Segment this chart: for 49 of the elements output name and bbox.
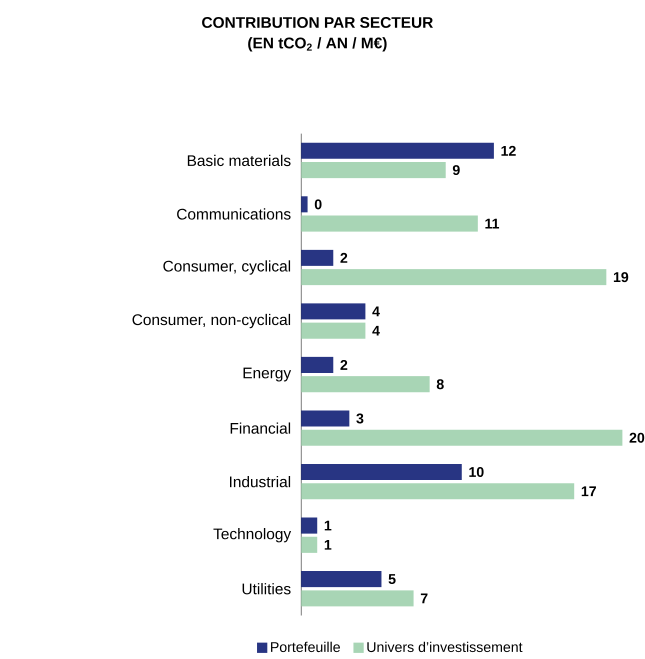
y-tick-label: Financial (230, 422, 290, 434)
data-label: 19 (614, 272, 628, 282)
bar (301, 303, 366, 320)
bar (301, 250, 334, 266)
data-label: 1 (324, 540, 332, 550)
y-tick-label: Communications (177, 208, 291, 220)
data-label: 4 (372, 326, 380, 336)
bar (301, 376, 430, 392)
y-tick-label: Industrial (230, 476, 290, 488)
bar (301, 483, 574, 500)
y-tick-label: Technology (214, 528, 292, 542)
data-label: 0 (314, 199, 322, 210)
data-label: 5 (388, 574, 396, 584)
data-label: 8 (436, 379, 444, 390)
bar (301, 464, 462, 480)
data-label: 2 (340, 252, 348, 263)
bar (301, 430, 622, 446)
legend-label: Univers d’investissement (367, 642, 523, 652)
bar (301, 216, 478, 232)
data-label: 10 (469, 467, 484, 478)
data-label: 1 (324, 520, 332, 530)
y-tick-label: Basic materials (188, 154, 291, 166)
chart-title: CONTRIBUTION PAR SECTEUR (202, 17, 434, 28)
y-tick-label: Consumer, non-cyclical (132, 314, 290, 328)
bar (301, 571, 382, 588)
y-tick-label: Consumer, cyclical (163, 260, 290, 275)
data-label: 17 (582, 486, 596, 496)
data-label: 12 (502, 146, 516, 156)
bar (301, 162, 446, 178)
data-label: 4 (372, 306, 380, 316)
bar (301, 536, 318, 553)
y-tick-label: Utilities (242, 583, 291, 594)
bar (301, 590, 414, 606)
bar (301, 356, 334, 373)
data-label: 11 (486, 218, 500, 228)
data-label: 20 (630, 432, 644, 443)
bar (301, 322, 366, 339)
data-label: 7 (420, 594, 428, 604)
chart-subtitle: (EN tCO$_{2}$ / AN / M€) (248, 37, 387, 52)
data-label: 2 (340, 360, 348, 370)
bar (301, 142, 494, 159)
legend-label: Portefeuille (271, 642, 340, 652)
data-label: 9 (452, 165, 460, 176)
bar (301, 410, 350, 426)
bar (301, 518, 318, 534)
y-tick-label: Energy (244, 368, 292, 382)
bar (301, 196, 308, 212)
data-label: 3 (356, 413, 364, 424)
bar (301, 269, 606, 286)
